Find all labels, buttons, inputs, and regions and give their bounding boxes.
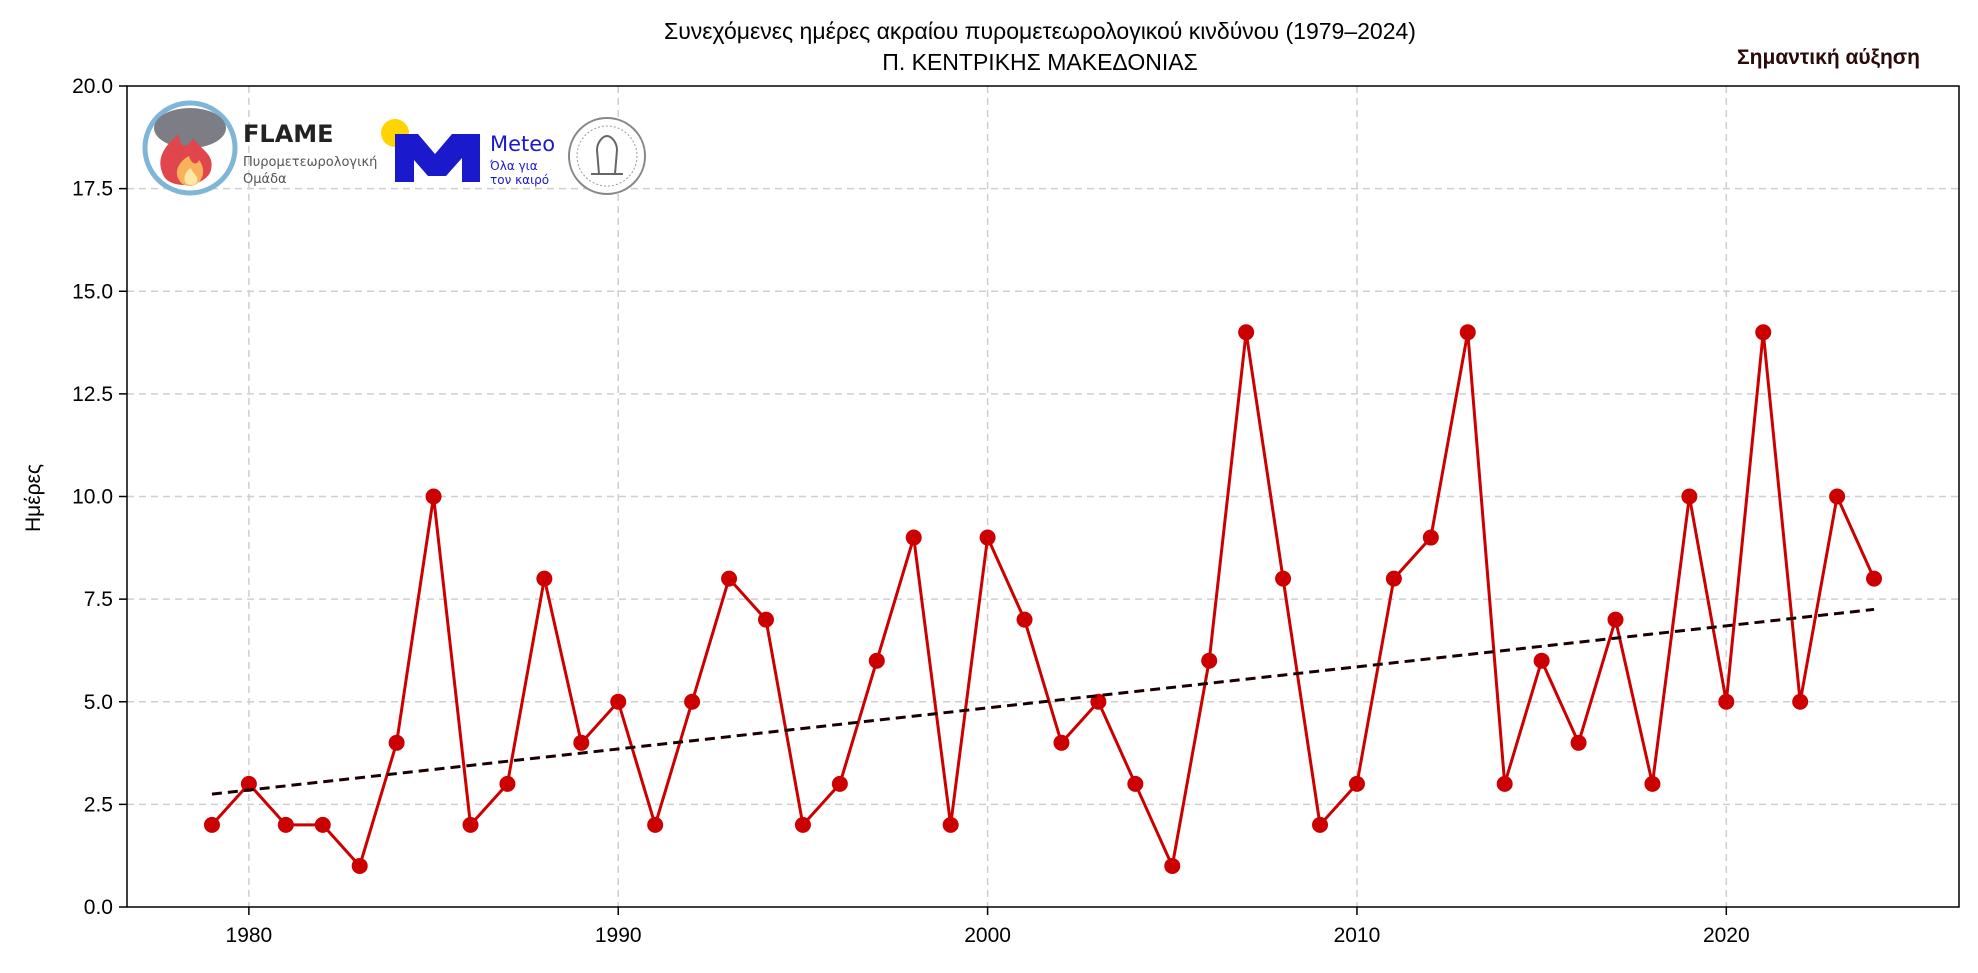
flame-logo-subtitle-2: Ομάδα xyxy=(243,172,287,187)
y-axis-label: Ημέρες xyxy=(22,464,45,532)
data-point xyxy=(462,816,479,833)
seal-inner-icon xyxy=(576,125,638,187)
data-point xyxy=(979,529,996,546)
data-point xyxy=(1422,529,1439,546)
seal-figure-icon xyxy=(591,134,623,175)
y-tick-label: 17.5 xyxy=(72,178,113,201)
data-point xyxy=(351,857,368,874)
data-point xyxy=(1792,693,1809,710)
series-line xyxy=(210,330,1876,868)
y-tick-label: 15.0 xyxy=(72,280,113,303)
data-point xyxy=(425,488,442,505)
data-point xyxy=(1829,488,1846,505)
meteo-logo-tagline-2: τον καιρό xyxy=(490,173,549,187)
data-point xyxy=(721,570,738,587)
y-tick-label: 0.0 xyxy=(84,896,113,919)
y-tick-label: 7.5 xyxy=(84,588,113,611)
y-tick-label: 12.5 xyxy=(72,383,113,406)
y-axis-ticks: 0.0 2.5 5.0 7.5 10.0 12.5 15.0 17.5 20.0 xyxy=(72,75,127,919)
data-point xyxy=(647,816,664,833)
data-point xyxy=(1053,734,1070,751)
data-point xyxy=(573,734,590,751)
data-point xyxy=(1127,775,1144,792)
meteo-logo: Meteo Όλα για τον καιρό xyxy=(381,119,555,187)
data-point xyxy=(1644,775,1661,792)
data-point xyxy=(1348,775,1365,792)
observatory-seal xyxy=(568,117,646,195)
data-point xyxy=(757,611,774,628)
meteo-logo-name: Meteo xyxy=(490,132,555,156)
cloud-icon xyxy=(154,108,226,148)
chart-title: Συνεχόμενες ημέρες ακραίου πυρομετεωρολο… xyxy=(664,18,1416,44)
x-tick-label: 2020 xyxy=(1703,924,1750,947)
data-point xyxy=(831,775,848,792)
trend-annotation: Σημαντική αύξηση xyxy=(1737,46,1920,69)
x-axis-ticks: 1980 1990 2000 2010 2020 xyxy=(226,907,1750,947)
data-point xyxy=(314,816,331,833)
data-point xyxy=(1164,857,1181,874)
data-point xyxy=(1090,693,1107,710)
data-point xyxy=(1718,693,1735,710)
data-point xyxy=(942,816,959,833)
x-tick-label: 2010 xyxy=(1334,924,1381,947)
flame-logo-subtitle-1: Πυρομετεωρολογική xyxy=(243,155,377,170)
logos: FLAME Πυρομετεωρολογική Ομάδα Meteo Όλα … xyxy=(142,100,646,196)
data-point xyxy=(1755,324,1772,341)
data-point xyxy=(499,775,516,792)
seal-outer-icon xyxy=(568,117,646,195)
data-point xyxy=(1016,611,1033,628)
flame-logo-name: FLAME xyxy=(243,120,334,148)
y-tick-label: 20.0 xyxy=(72,75,113,98)
flame-logo: FLAME Πυρομετεωρολογική Ομάδα xyxy=(142,100,377,196)
trend-line xyxy=(211,607,1875,796)
data-point xyxy=(388,734,405,751)
data-point xyxy=(1681,488,1698,505)
data-point xyxy=(868,652,885,669)
trend-group xyxy=(211,607,1875,796)
data-point xyxy=(1570,734,1587,751)
data-point xyxy=(203,816,220,833)
data-point xyxy=(1533,652,1550,669)
data-point xyxy=(1459,324,1476,341)
y-tick-label: 2.5 xyxy=(84,793,113,816)
data-point xyxy=(536,570,553,587)
data-point xyxy=(1275,570,1292,587)
data-point xyxy=(1866,570,1883,587)
data-point xyxy=(1312,816,1329,833)
chart-subtitle: Π. ΚΕΝΤΡΙΚΗΣ ΜΑΚΕΔΟΝΙΑΣ xyxy=(882,49,1198,75)
data-point xyxy=(905,529,922,546)
data-point xyxy=(1238,324,1255,341)
meteo-logo-tagline-1: Όλα για xyxy=(489,159,538,173)
data-point xyxy=(794,816,811,833)
data-point xyxy=(240,775,257,792)
series-group xyxy=(203,324,1883,874)
data-point xyxy=(1385,570,1402,587)
x-tick-label: 2000 xyxy=(964,924,1011,947)
data-point xyxy=(1201,652,1218,669)
data-point xyxy=(684,693,701,710)
fire-core-icon xyxy=(184,168,198,185)
data-point xyxy=(1496,775,1513,792)
data-point xyxy=(277,816,294,833)
y-tick-label: 5.0 xyxy=(84,691,113,714)
data-point xyxy=(1607,611,1624,628)
x-tick-label: 1990 xyxy=(595,924,642,947)
data-point xyxy=(610,693,627,710)
y-tick-label: 10.0 xyxy=(72,486,113,509)
meteo-m-icon xyxy=(395,134,480,182)
x-tick-label: 1980 xyxy=(226,924,273,947)
